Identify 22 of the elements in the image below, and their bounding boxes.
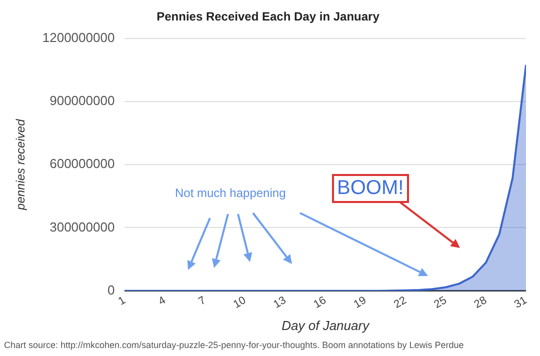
x-tick-label: 10 [231, 294, 248, 311]
x-tick-label: 31 [512, 294, 530, 311]
x-tick-label: 25 [432, 294, 449, 311]
x-tick-label: 16 [312, 294, 328, 311]
y-axis-title: pennies received [14, 118, 28, 211]
y-tick-label: 900000000 [50, 93, 115, 108]
x-tick-label: 1 [116, 294, 128, 308]
text: Chart source: http://mkcohen.com/saturday-puzzle-25-penny-for-your-thoughts. Boom annotations by Lewis Perdue [4, 340, 464, 350]
y-tick-label: 600000000 [50, 156, 115, 172]
x-axis-title: Day of January [282, 318, 371, 333]
x-tick-label: 13 [272, 294, 288, 311]
x-tick-label: 19 [352, 294, 368, 311]
x-tick-label: 22 [392, 294, 409, 311]
y-tick-label: 1200000000 [42, 30, 115, 45]
x-tick-label: 7 [196, 294, 208, 308]
chart-title: Pennies Received Each Day in January [156, 10, 380, 24]
annotation: Not much happening [175, 186, 286, 200]
y-tick-label: 300000000 [50, 219, 115, 234]
annotation: BOOM! [332, 174, 409, 203]
x-tick-label: 4 [156, 294, 168, 308]
y-tick-label: 0 [107, 282, 115, 298]
x-tick-label: 28 [472, 294, 489, 311]
